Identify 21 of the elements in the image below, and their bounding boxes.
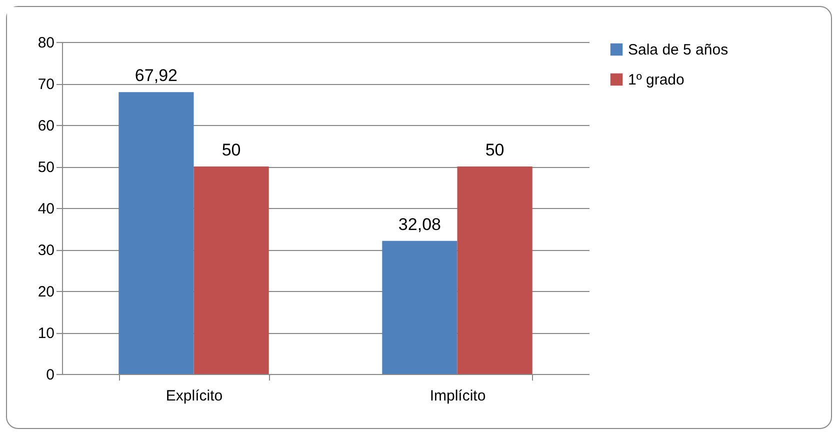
y-tick-label: 30 [38,242,54,259]
data-label: 50 [485,140,504,160]
bar [457,166,532,374]
y-tick-label: 50 [38,159,54,176]
bar [118,92,194,374]
y-tick-label: 20 [38,284,54,300]
y-tick-label: 10 [38,325,54,342]
data-label: 67,92 [134,66,178,86]
y-tick-label: 0 [46,366,54,384]
y-tick-label: 40 [38,200,54,218]
bar [382,240,458,374]
bar [194,166,269,374]
x-tick-label: Explícito [166,388,223,404]
legend-label: 1º grado [628,72,684,88]
y-tick-label: 60 [38,118,54,134]
y-tick-label: 70 [38,76,54,93]
data-label: 32,08 [398,214,441,234]
x-tick-label: Implícito [430,388,486,404]
y-tick-label: 80 [38,34,54,52]
data-label: 50 [222,140,241,160]
legend-label: Sala de 5 años [628,42,728,58]
